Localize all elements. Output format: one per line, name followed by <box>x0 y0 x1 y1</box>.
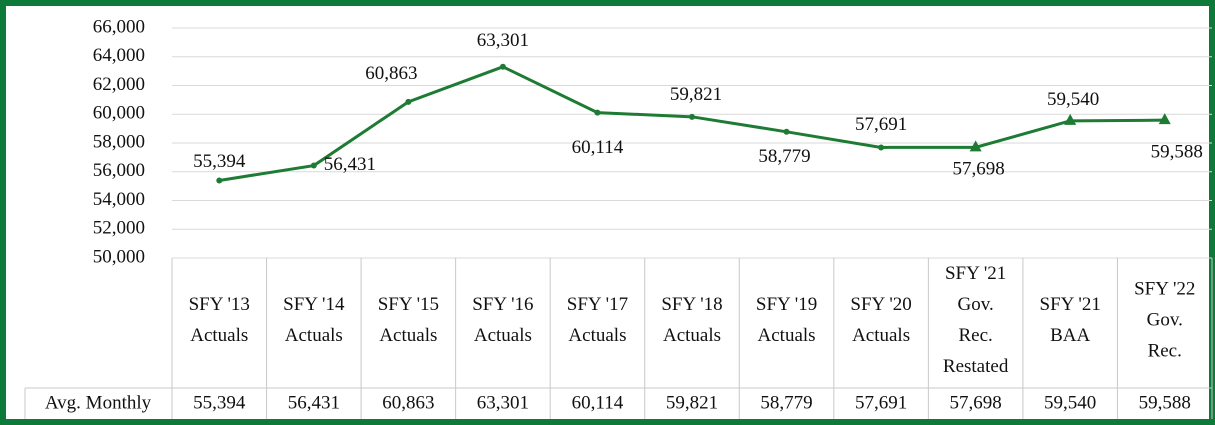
category-label: Rec. <box>1148 340 1182 361</box>
marker <box>310 162 317 169</box>
table-value: 59,821 <box>666 392 718 413</box>
y-tick-label: 52,000 <box>93 218 145 239</box>
category-label: Restated <box>943 356 1009 377</box>
table-value: 63,301 <box>477 392 529 413</box>
data-label: 59,588 <box>1151 142 1203 163</box>
category-label: SFY '15 <box>378 294 439 315</box>
y-tick-label: 60,000 <box>93 103 145 124</box>
category-label: SFY '16 <box>472 294 533 315</box>
marker <box>1064 113 1077 125</box>
category-label: Actuals <box>285 325 343 346</box>
y-tick-label: 56,000 <box>93 160 145 181</box>
marker <box>499 63 506 70</box>
data-label: 60,114 <box>572 137 624 158</box>
y-tick-label: 64,000 <box>93 45 145 66</box>
category-label: Gov. <box>1147 309 1183 330</box>
marker <box>594 109 601 116</box>
data-label: 55,394 <box>193 151 246 172</box>
legend-label: Avg. Monthly <box>45 392 152 413</box>
y-tick-label: 66,000 <box>93 16 145 37</box>
category-label: SFY '13 <box>189 294 250 315</box>
category-label: Actuals <box>190 325 248 346</box>
data-label: 57,698 <box>953 159 1005 180</box>
y-tick-label: 50,000 <box>93 246 145 267</box>
category-label: SFY '22 <box>1134 278 1195 299</box>
category-label: SFY '18 <box>661 294 722 315</box>
data-label: 57,691 <box>855 114 907 135</box>
marker <box>1158 113 1171 125</box>
table-value: 56,431 <box>288 392 340 413</box>
category-label: Actuals <box>663 325 721 346</box>
category-label: BAA <box>1050 325 1090 346</box>
y-tick-label: 54,000 <box>93 189 145 210</box>
category-label: SFY '21 <box>945 263 1006 284</box>
category-label: SFY '20 <box>850 294 911 315</box>
table-value: 59,588 <box>1139 392 1191 413</box>
table-value: 59,540 <box>1044 392 1096 413</box>
category-label: Actuals <box>758 325 816 346</box>
category-label: SFY '19 <box>756 294 817 315</box>
marker <box>878 144 885 151</box>
category-label: Actuals <box>568 325 626 346</box>
category-label: SFY '21 <box>1040 294 1101 315</box>
category-label: Actuals <box>379 325 437 346</box>
table-value: 60,863 <box>382 392 434 413</box>
category-label: Rec. <box>958 325 992 346</box>
marker <box>783 128 790 135</box>
category-label: SFY '17 <box>567 294 628 315</box>
marker <box>689 113 695 120</box>
marker <box>405 98 412 105</box>
marker <box>969 140 982 152</box>
category-label: SFY '14 <box>283 294 345 315</box>
data-label: 59,821 <box>670 84 722 105</box>
category-label: Gov. <box>958 294 994 315</box>
table-value: 57,698 <box>950 392 1002 413</box>
data-label: 63,301 <box>477 30 529 51</box>
category-label: Actuals <box>852 325 910 346</box>
table-value: 58,779 <box>760 392 812 413</box>
y-tick-label: 62,000 <box>93 74 145 95</box>
data-label: 59,540 <box>1047 89 1099 110</box>
category-label: Actuals <box>474 325 532 346</box>
marker <box>216 177 223 184</box>
y-tick-label: 58,000 <box>93 131 145 152</box>
data-label: 58,779 <box>758 146 810 167</box>
table-value: 55,394 <box>193 392 246 413</box>
table-value: 60,114 <box>572 392 624 413</box>
data-label: 56,431 <box>324 154 376 175</box>
table-value: 57,691 <box>855 392 907 413</box>
data-label: 60,863 <box>365 63 417 84</box>
